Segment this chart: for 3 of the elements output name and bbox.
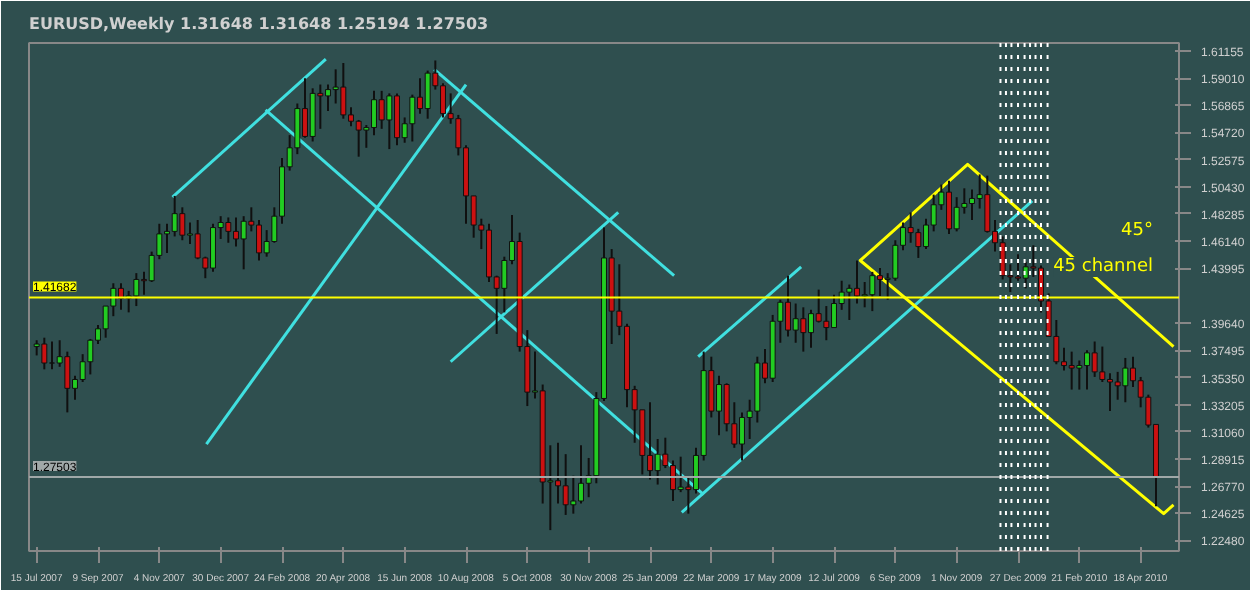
annotation: 45° [1121, 221, 1153, 241]
chart-title: EURUSD,Weekly 1.31648 1.31648 1.25194 1.27503 [29, 15, 489, 33]
annotation: 45 channel [1053, 257, 1154, 277]
